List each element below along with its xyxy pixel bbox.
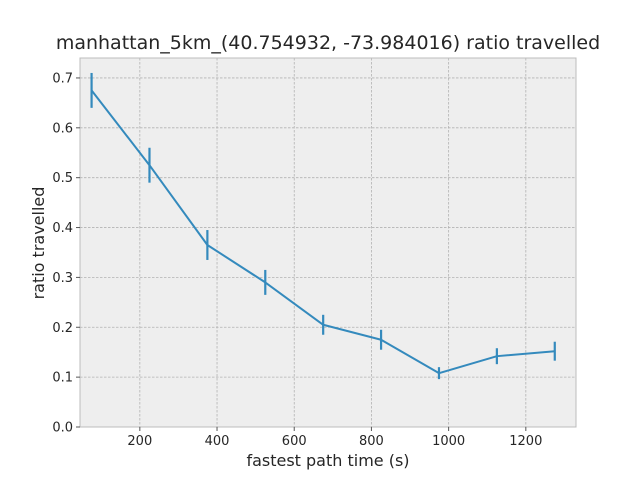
y-tick-label: 0.2 bbox=[52, 321, 73, 336]
x-tick-label: 200 bbox=[127, 434, 152, 449]
y-tick-label: 0.0 bbox=[52, 421, 73, 436]
x-tick-label: 600 bbox=[282, 434, 307, 449]
y-axis-label: ratio travelled bbox=[29, 187, 48, 300]
plot-area bbox=[80, 58, 576, 427]
grid bbox=[80, 58, 576, 428]
x-tick-label: 1200 bbox=[509, 434, 542, 449]
y-tick-label: 0.3 bbox=[52, 271, 73, 286]
x-axis-label: fastest path time (s) bbox=[246, 451, 409, 470]
chart-title: manhattan_5km_(40.754932, -73.984016) ra… bbox=[56, 32, 600, 54]
x-axis-ticks: 200 400 600 800 1000 1200 bbox=[127, 427, 542, 449]
y-axis-ticks: 0.0 0.1 0.2 0.3 0.4 0.5 0.6 0.7 bbox=[52, 71, 80, 436]
x-tick-label: 800 bbox=[359, 434, 384, 449]
series-layer bbox=[90, 72, 556, 380]
plot-frame bbox=[79, 57, 577, 428]
x-tick-label: 400 bbox=[205, 434, 230, 449]
y-tick-label: 0.6 bbox=[52, 121, 73, 136]
y-tick-label: 0.1 bbox=[52, 371, 73, 386]
y-tick-label: 0.5 bbox=[52, 171, 73, 186]
y-tick-label: 0.7 bbox=[52, 71, 73, 86]
x-tick-label: 1000 bbox=[432, 434, 465, 449]
y-tick-label: 0.4 bbox=[52, 221, 73, 236]
